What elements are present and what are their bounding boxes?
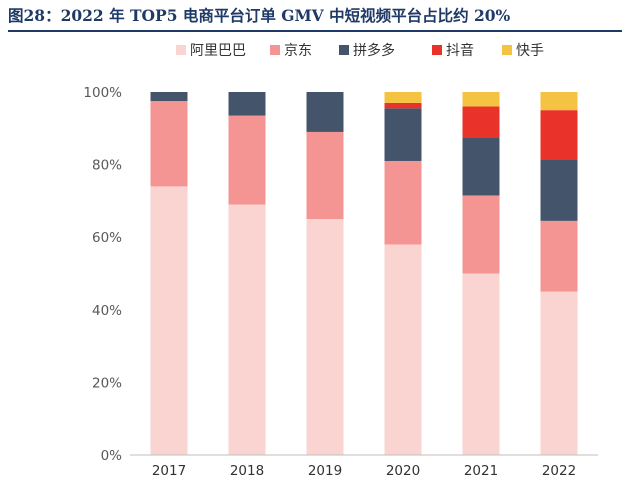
x-tick-label: 2021	[464, 463, 498, 479]
y-axis: 0% 20% 40% 60% 80% 100%	[83, 85, 122, 464]
legend-label: 京东	[284, 43, 312, 59]
y-tick-label: 100%	[83, 85, 122, 101]
bar-stack	[540, 92, 578, 455]
legend-item: 拼多多	[339, 42, 395, 59]
bar-segment	[384, 102, 422, 109]
bar-segment	[306, 131, 344, 220]
x-tick-label: 2019	[308, 463, 342, 479]
bar-stack	[462, 92, 500, 455]
title-underline	[8, 30, 622, 32]
bar-segment	[384, 160, 422, 245]
bar-segment	[462, 106, 500, 138]
legend-label: 抖音	[446, 42, 474, 59]
bar-segment	[384, 108, 422, 161]
x-tick-label: 2017	[152, 463, 186, 479]
legend-label: 阿里巴巴	[190, 43, 246, 59]
bar-stack	[384, 92, 422, 455]
bar-segment	[150, 186, 188, 455]
bar-segment	[384, 92, 422, 103]
bar-stack	[228, 92, 266, 455]
legend-label: 快手	[516, 43, 544, 59]
bar-segment	[462, 273, 500, 455]
legend: 阿里巴巴 京东 拼多多 抖音 快手	[176, 42, 544, 59]
bar-segment	[462, 137, 500, 196]
bars	[150, 92, 578, 455]
legend-item: 阿里巴巴	[176, 43, 246, 59]
bar-segment	[150, 101, 188, 187]
x-tick-label: 2018	[230, 463, 264, 479]
y-tick-label: 60%	[92, 230, 122, 246]
legend-swatch	[432, 45, 442, 55]
bar-segment	[384, 244, 422, 455]
x-axis: 2017 2018 2019 2020 2021 2022	[130, 454, 598, 479]
legend-swatch	[176, 45, 186, 55]
x-tick-label: 2020	[386, 463, 420, 479]
legend-item: 抖音	[432, 42, 474, 59]
bar-segment	[306, 219, 344, 455]
bar-segment	[150, 92, 188, 102]
bar-segment	[540, 92, 578, 111]
bar-segment	[540, 291, 578, 455]
bar-stack	[306, 92, 344, 455]
bar-segment	[228, 115, 266, 205]
y-tick-label: 80%	[92, 158, 122, 174]
legend-item: 京东	[270, 43, 312, 59]
bar-segment	[540, 159, 578, 221]
bar-segment	[228, 92, 266, 116]
bar-stack	[150, 92, 188, 455]
y-tick-label: 40%	[92, 303, 122, 319]
x-tick-label: 2022	[542, 463, 576, 479]
bar-segment	[306, 92, 344, 132]
legend-label: 拼多多	[353, 42, 395, 59]
legend-item: 快手	[502, 43, 544, 59]
page-title: 图28：2022 年 TOP5 电商平台订单 GMV 中短视频平台占比约 20%	[8, 6, 511, 25]
bar-segment	[540, 220, 578, 292]
bar-segment	[462, 195, 500, 274]
bar-segment	[462, 92, 500, 107]
legend-swatch	[502, 45, 512, 55]
bar-segment	[228, 204, 266, 455]
legend-swatch	[339, 45, 349, 55]
legend-swatch	[270, 45, 280, 55]
y-tick-label: 0%	[101, 448, 123, 464]
stacked-bar-chart: 阿里巴巴 京东 拼多多 抖音 快手 0%20%40%60%80%100% 2017 201…	[83, 42, 598, 479]
y-tick-label: 20%	[92, 375, 122, 391]
bar-segment	[540, 110, 578, 160]
